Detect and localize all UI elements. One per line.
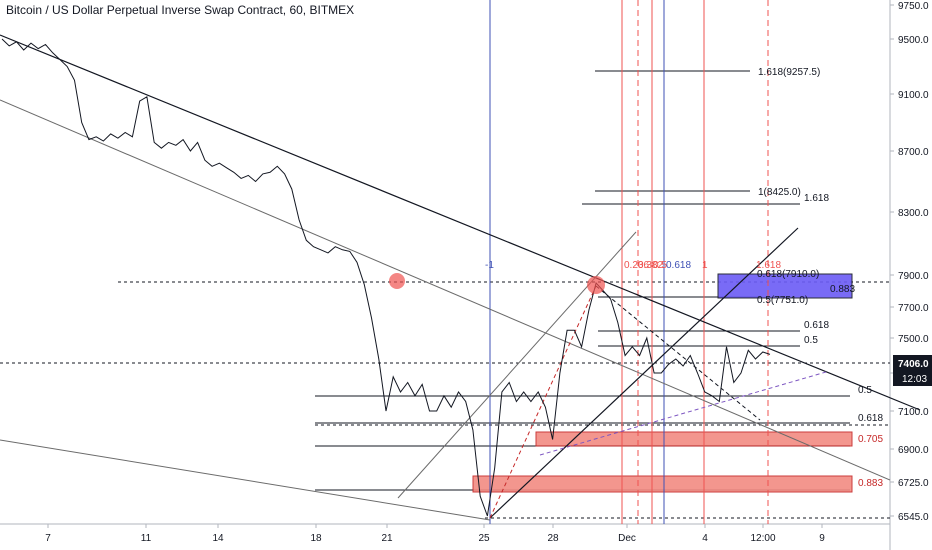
y-tick-label-10: 9100.0 (898, 90, 929, 101)
time-label-minus1: -1 (485, 260, 494, 271)
support-line-long (0, 439, 491, 521)
y-tick-label-11: 9500.0 (898, 35, 929, 46)
y-tick-label-3: 7100.0 (898, 407, 929, 418)
fib-leg-dashed-down (595, 285, 761, 421)
fib-label-0618-low: 0.618 (858, 413, 883, 424)
fib-zone-red-0705 (535, 431, 853, 447)
fib-label-0883-low: 0.883 (858, 478, 883, 489)
x-tick-label-5: 25 (478, 533, 490, 544)
purple-dashed-trend (539, 371, 827, 456)
y-tick-label-5: 7500.0 (898, 334, 929, 345)
time-label-1618: 1.618 (756, 260, 781, 271)
fib-label-05-mid: 0.5 (804, 335, 818, 346)
y-tick-label-12: 9750.0 (898, 1, 929, 12)
y-tick-label-9: 8700.0 (898, 147, 929, 158)
countdown-label: 12:03 (902, 374, 927, 385)
time-label-0236: 0.236 (624, 260, 649, 271)
pivot-marker-left (389, 273, 405, 289)
y-tick-label-2: 6900.0 (898, 445, 929, 456)
x-tick-label-10: 9 (819, 533, 825, 544)
y-tick-label-6: 7700.0 (898, 303, 929, 314)
x-tick-label-4: 21 (381, 533, 393, 544)
x-tick-label-2: 14 (212, 533, 224, 544)
time-label-1: 1 (702, 260, 708, 271)
x-tick-label-8: 4 (702, 533, 708, 544)
fib-label-1618-top: 1.618(9257.5) (758, 67, 820, 78)
y-tick-label-8: 8300.0 (898, 208, 929, 219)
current-price-label: 7406.0 (898, 359, 929, 370)
time-label-0382: 0.382 (638, 260, 663, 271)
fib-label-0705: 0.705 (858, 434, 883, 445)
pivot-marker-top (587, 276, 605, 294)
fib-label-05-low: 0.5 (858, 385, 872, 396)
time-label-0618: 0.618 (666, 260, 691, 271)
downtrend-line-lower (0, 99, 891, 481)
y-tick-label-0: 6545.0 (898, 512, 929, 523)
countdown-badge (893, 371, 932, 386)
price-series-line (1, 38, 771, 517)
fib-label-1618-right: 1.618 (804, 193, 829, 204)
x-tick-label-9: 12:00 (750, 533, 775, 544)
uptrend-line-black (489, 227, 799, 519)
chart-title: Bitcoin / US Dollar Perpetual Inverse Sw… (6, 3, 355, 17)
x-tick-label-7: Dec (618, 533, 636, 544)
time-label-05: 0.5 (653, 260, 667, 271)
fib-label-05-7751: 0.5(7751.0) (757, 295, 808, 306)
x-tick-label-6: 28 (547, 533, 559, 544)
fib-zone-blue (717, 273, 853, 299)
fib-label-0618-7910: 0.618(7910.0) (757, 269, 819, 280)
fib-label-0883-box: 0.883 (830, 284, 855, 295)
x-tick-label-0: 7 (45, 533, 51, 544)
downtrend-line-upper (0, 34, 921, 411)
fib-label-0618-mid: 0.618 (804, 320, 829, 331)
x-tick-label-3: 18 (310, 533, 322, 544)
y-tick-label-7: 7900.0 (898, 271, 929, 282)
x-tick-label-1: 11 (141, 533, 152, 544)
fib-zone-red-0883 (472, 475, 853, 493)
fib-label-1-top: 1(8425.0) (758, 187, 801, 198)
y-tick-label-1: 6725.0 (898, 478, 929, 489)
current-price-badge (893, 355, 932, 371)
